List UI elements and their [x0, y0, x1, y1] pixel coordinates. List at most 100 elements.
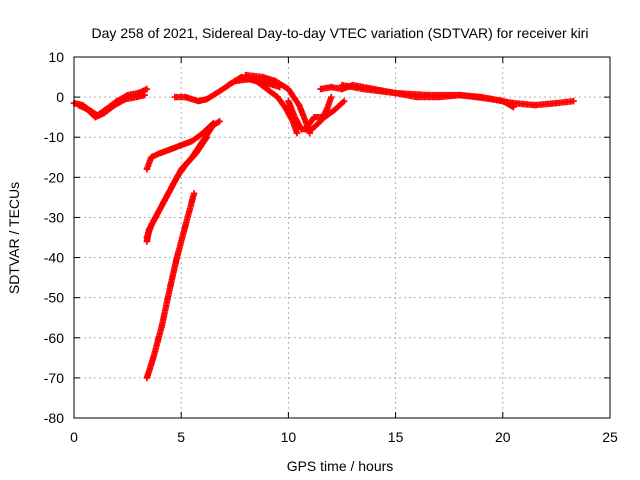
data-point — [173, 254, 181, 261]
data-point — [147, 222, 155, 229]
y-tick-label: -50 — [44, 290, 64, 306]
data-point — [111, 101, 118, 109]
data-point — [488, 95, 496, 103]
chart-title: Day 258 of 2021, Sidereal Day-to-day VTE… — [92, 25, 589, 41]
marker-path — [75, 91, 148, 121]
axis-ticks: 0 5 10 15 20 25 -80 -70 -60 -50 -40 -30 -20 -10 0 10 — [44, 49, 618, 445]
x-tick-label: 5 — [177, 429, 185, 445]
data-point — [132, 93, 140, 101]
series-arc-f — [285, 93, 335, 133]
data-point — [293, 130, 301, 137]
y-tick-label: -80 — [44, 410, 64, 426]
y-tick-label: -30 — [44, 209, 64, 225]
data-point — [178, 142, 185, 149]
data-point — [456, 91, 464, 99]
x-tick-label: 20 — [495, 429, 511, 445]
data-point — [308, 126, 316, 133]
series-arc-i — [338, 81, 577, 109]
data-point — [340, 97, 348, 105]
series-arc-a — [70, 85, 151, 119]
series-arc-d — [225, 73, 301, 137]
x-tick-label: 15 — [388, 429, 404, 445]
data-point — [238, 73, 245, 81]
data-point — [424, 91, 431, 99]
data-point — [92, 113, 99, 121]
y-tick-label: 0 — [56, 89, 64, 105]
data-point — [310, 113, 318, 121]
plot-frame — [73, 56, 611, 419]
data-point — [259, 73, 266, 81]
data-point — [143, 374, 151, 382]
data-point — [158, 322, 166, 329]
data-point — [295, 101, 303, 109]
x-axis-label: GPS time / hours — [287, 458, 394, 474]
data-point — [75, 101, 82, 109]
data-point — [285, 97, 292, 105]
data-point — [203, 95, 211, 103]
data-point — [150, 354, 157, 362]
y-tick-label: -70 — [44, 370, 64, 386]
series-arc-m — [143, 190, 198, 382]
data-point — [171, 93, 178, 101]
series-arc-b — [75, 91, 148, 121]
data-point — [143, 85, 151, 93]
data-point — [263, 85, 271, 93]
y-tick-label: -20 — [44, 169, 64, 185]
data-point — [216, 87, 223, 95]
data-point — [210, 121, 217, 129]
data-point — [272, 77, 279, 85]
data-point — [122, 95, 129, 103]
data-point — [156, 206, 163, 213]
data-point — [147, 154, 155, 161]
data-point — [321, 113, 329, 121]
x-tick-label: 0 — [70, 429, 78, 445]
data-point — [332, 105, 339, 113]
data-point — [392, 89, 399, 97]
data-point — [553, 99, 560, 107]
data-point — [182, 93, 189, 101]
data-point — [242, 71, 249, 79]
data-point — [510, 99, 517, 107]
data-point — [338, 81, 346, 89]
data-point — [285, 85, 292, 93]
x-tick-label: 25 — [602, 429, 618, 445]
data-point — [302, 126, 309, 133]
data-point — [317, 85, 324, 93]
data-point — [188, 138, 196, 145]
data-point — [570, 97, 577, 105]
data-point — [141, 91, 148, 99]
data-point — [156, 150, 163, 157]
grid-lines — [74, 57, 610, 418]
marker-path — [143, 120, 217, 173]
data-point — [193, 150, 200, 157]
x-tick-label: 10 — [281, 429, 297, 445]
data-point — [328, 93, 335, 101]
data-point — [182, 162, 189, 169]
series-arc-g — [302, 97, 348, 133]
data-point — [143, 234, 151, 241]
data-point — [165, 190, 172, 197]
data-point — [190, 190, 198, 197]
y-tick-label: -10 — [44, 129, 64, 145]
series-arc-j — [143, 119, 217, 173]
data-point — [225, 81, 232, 89]
data-point — [143, 166, 151, 173]
marker-path — [143, 134, 211, 241]
data-point — [283, 105, 290, 113]
data-point — [302, 117, 309, 125]
y-tick-label: -40 — [44, 250, 64, 266]
data-point — [360, 85, 367, 93]
series-arc-l — [143, 134, 211, 241]
data-point — [274, 93, 281, 101]
y-axis-label: SDTVAR / TECUs — [6, 182, 22, 294]
data-point — [203, 134, 211, 141]
data-point — [531, 101, 539, 109]
data-point — [100, 109, 108, 117]
data-point — [167, 282, 174, 289]
data-point — [328, 83, 335, 91]
data-point — [195, 97, 202, 105]
data-point — [167, 146, 174, 153]
data-point — [216, 117, 223, 125]
y-tick-label: -60 — [44, 330, 64, 346]
